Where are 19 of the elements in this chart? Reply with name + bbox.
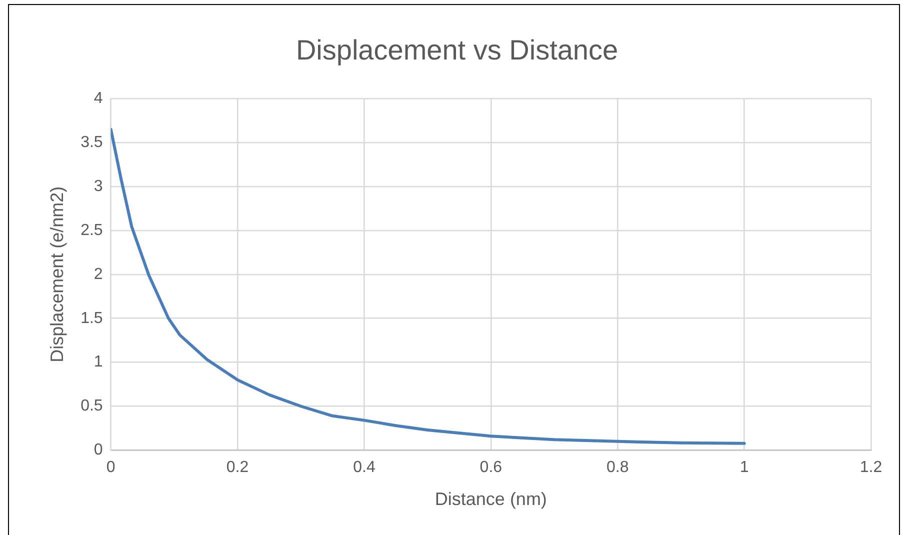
x-tick-label: 1 <box>740 459 749 476</box>
y-tick-label: 3.5 <box>80 134 103 151</box>
y-tick-label: 4 <box>94 90 103 108</box>
x-tick-label: 0 <box>106 459 116 476</box>
y-tick-label: 1 <box>94 354 103 371</box>
y-tick-label: 2 <box>94 266 103 283</box>
x-tick-label: 0.2 <box>226 459 249 476</box>
y-tick-label: 0 <box>94 442 103 459</box>
x-tick-label: 0.6 <box>480 459 502 476</box>
chart-title: Displacement vs Distance <box>296 34 618 66</box>
y-tick-label: 0.5 <box>80 398 103 415</box>
x-tick-label: 1.2 <box>860 459 882 476</box>
y-tick-label: 2.5 <box>80 222 103 239</box>
y-tick-label: 3 <box>94 178 103 195</box>
x-tick-label: 0.8 <box>606 459 629 476</box>
x-axis-title: Distance (nm) <box>434 489 547 510</box>
x-tick-label: 0.4 <box>353 459 376 476</box>
y-axis-title: Displacement (e/nm2) <box>46 186 67 362</box>
y-tick-label: 1.5 <box>80 310 103 327</box>
